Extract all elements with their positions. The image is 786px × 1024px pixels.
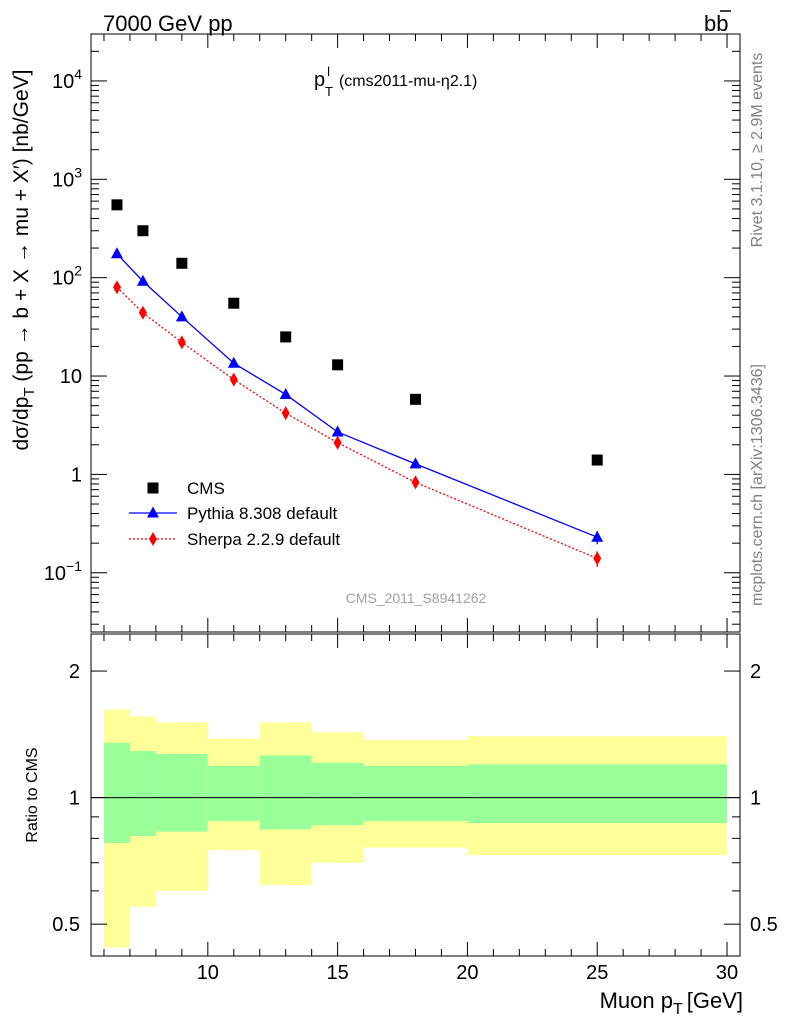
x-tick-label: 30 <box>716 962 738 984</box>
ratio-tick-label-right: 0.5 <box>750 914 778 936</box>
legend: CMS Pythia 8.308 default Sherpa 2.2.9 defa… <box>129 479 340 549</box>
cms-point <box>111 199 123 211</box>
pythia-point <box>227 356 240 368</box>
legend-label: Sherpa 2.2.9 default <box>187 530 340 549</box>
ratio-y-axis-title: Ratio to CMS <box>24 747 41 842</box>
pythia-point <box>110 247 123 259</box>
y-tick-label: 104 <box>52 66 82 93</box>
sherpa-line <box>116 286 598 560</box>
pythia-point <box>175 310 188 322</box>
header-process-label: bb <box>704 11 729 36</box>
sherpa-point <box>112 280 121 295</box>
legend-label: CMS <box>187 479 225 498</box>
legend-marker <box>147 482 159 494</box>
cms-point <box>137 225 149 237</box>
cms-point <box>410 393 421 405</box>
legend-marker <box>147 506 159 518</box>
ratio-tick-label-left: 1 <box>69 788 80 810</box>
mcplots-label: mcplots.cern.ch [arXiv:1306.3436] <box>749 364 766 606</box>
x-tick-label: 10 <box>197 962 219 984</box>
ratio-tick-label-left: 0.5 <box>52 914 80 936</box>
data-series <box>110 199 604 567</box>
ratio-band-inner <box>129 751 156 837</box>
pythia-line <box>116 253 598 538</box>
pythia-point <box>331 425 344 437</box>
ratio-band-inner <box>467 764 728 824</box>
cms-point <box>332 359 344 371</box>
rivet-label: Rivet 3.1.10, ≥ 2.9M events <box>749 53 766 248</box>
pythia-point <box>409 457 422 469</box>
ratio-band-inner <box>155 753 208 832</box>
legend-label: Pythia 8.308 default <box>187 504 338 523</box>
ratio-band-inner <box>311 762 364 826</box>
ratio-band-inner <box>259 755 312 830</box>
pythia-point <box>591 530 604 542</box>
sherpa-point <box>138 305 147 320</box>
header-energy-label: 7000 GeV pp <box>103 11 233 36</box>
x-tick-label: 25 <box>586 962 608 984</box>
y-tick-label: 10 <box>60 366 82 388</box>
main-y-axis-title: dσ/dpT (pp → b + X → mu + X′) [nb/GeV] <box>10 70 38 451</box>
ratio-plot-frame <box>90 633 741 957</box>
x-axis-title: Muon pT [GeV] <box>600 988 743 1018</box>
pythia-point <box>279 387 292 399</box>
y-tick-label: 10−1 <box>44 558 82 585</box>
ratio-band-inner <box>207 765 260 821</box>
y-tick-label: 1 <box>71 464 82 486</box>
y-tick-label: 103 <box>52 164 82 191</box>
ratio-tick-label-right: 2 <box>750 661 761 683</box>
sherpa-point <box>333 435 342 450</box>
ratio-band-inner <box>363 765 468 821</box>
ratio-band-inner <box>103 742 130 843</box>
ratio-tick-label-left: 2 <box>69 661 80 683</box>
x-tick-label: 20 <box>456 962 478 984</box>
legend-marker <box>149 532 157 546</box>
y-tick-label: 102 <box>52 263 82 290</box>
ratio-tick-label-right: 1 <box>750 788 761 810</box>
cms-point <box>591 454 603 466</box>
sherpa-point <box>411 475 420 490</box>
cms-point <box>176 257 188 269</box>
analysis-watermark: CMS_2011_S8941262 <box>346 590 487 606</box>
plot-title: p l T(cms2011-mu-η2.1) <box>314 64 477 99</box>
sherpa-point <box>593 551 602 566</box>
x-tick-label: 15 <box>326 962 348 984</box>
cms-point <box>228 297 240 309</box>
pythia-point <box>136 274 149 286</box>
ratio-uncertainty-bands <box>91 709 740 948</box>
cms-point <box>280 331 292 343</box>
ratio-axes: 10 15 20 25 30 0.5 0.5 1 1 2 2 <box>52 633 778 984</box>
sherpa-point <box>177 335 186 350</box>
sherpa-point <box>229 372 238 387</box>
sherpa-point <box>281 406 290 421</box>
main-axes: 10−1 1 10 102 103 104 <box>44 33 741 956</box>
